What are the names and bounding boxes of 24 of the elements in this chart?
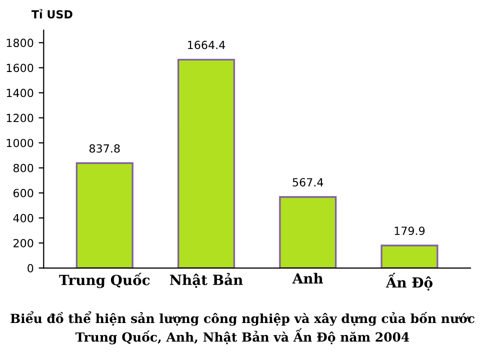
text: Biểu đồ thể hiện sản lượng công nghiệp và xây dựng của bốn nước Trung Quốc, Anh, Nhật Bản và Ấn Độ năm 2004	[10, 311, 474, 344]
y-tick-label: 1400	[6, 88, 34, 98]
x-tick-label: Nhật Bản	[170, 272, 243, 288]
y-tick-label: 0	[28, 264, 34, 272]
x-tick-label: Anh	[292, 272, 324, 284]
bar	[177, 58, 236, 268]
y-tick-label: 1200	[6, 114, 34, 122]
data-label: 837.8	[89, 144, 120, 153]
data-label: 179.9	[394, 226, 425, 236]
y-tick-label: 1000	[6, 138, 34, 148]
x-tick-label: Trung Quốc	[59, 272, 150, 288]
bar	[76, 162, 134, 268]
y-tick-label: 400	[13, 214, 34, 222]
x-tick-label: Ấn Độ	[386, 272, 432, 291]
y-tick-label: 600	[13, 188, 34, 198]
y-tick-label: 1600	[6, 64, 34, 72]
bar	[380, 244, 438, 268]
y-axis-title: Tỉ USD	[31, 8, 72, 19]
bar	[279, 196, 337, 268]
data-label: 1664.4	[188, 40, 226, 50]
y-tick-label: 1800	[6, 38, 34, 48]
y-tick-label: 800	[13, 164, 34, 172]
y-tick-label: 200	[14, 238, 34, 248]
data-label: 567.4	[292, 178, 324, 187]
